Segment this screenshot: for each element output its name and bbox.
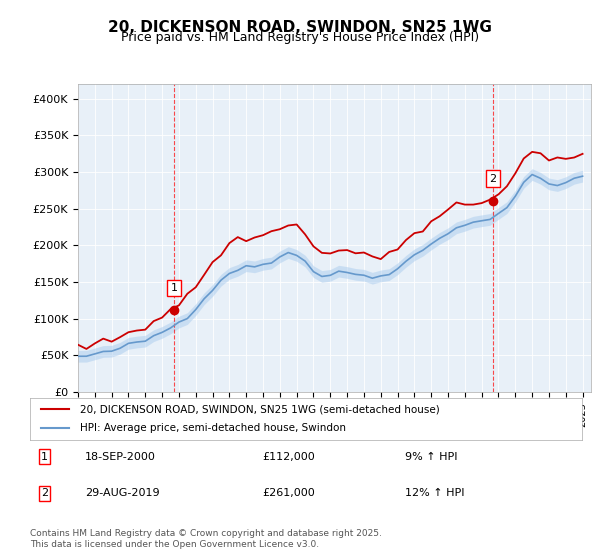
Text: 2: 2 [41, 488, 48, 498]
Text: 2: 2 [489, 174, 496, 184]
Text: Price paid vs. HM Land Registry's House Price Index (HPI): Price paid vs. HM Land Registry's House … [121, 31, 479, 44]
Text: 29-AUG-2019: 29-AUG-2019 [85, 488, 160, 498]
Text: 9% ↑ HPI: 9% ↑ HPI [406, 451, 458, 461]
Text: 20, DICKENSON ROAD, SWINDON, SN25 1WG (semi-detached house): 20, DICKENSON ROAD, SWINDON, SN25 1WG (s… [80, 404, 439, 414]
Text: £112,000: £112,000 [262, 451, 314, 461]
Text: Contains HM Land Registry data © Crown copyright and database right 2025.
This d: Contains HM Land Registry data © Crown c… [30, 529, 382, 549]
Text: HPI: Average price, semi-detached house, Swindon: HPI: Average price, semi-detached house,… [80, 423, 346, 433]
Text: 12% ↑ HPI: 12% ↑ HPI [406, 488, 465, 498]
Text: 20, DICKENSON ROAD, SWINDON, SN25 1WG: 20, DICKENSON ROAD, SWINDON, SN25 1WG [108, 20, 492, 35]
Text: £261,000: £261,000 [262, 488, 314, 498]
Text: 18-SEP-2000: 18-SEP-2000 [85, 451, 156, 461]
Text: 1: 1 [171, 283, 178, 293]
Text: 1: 1 [41, 451, 48, 461]
